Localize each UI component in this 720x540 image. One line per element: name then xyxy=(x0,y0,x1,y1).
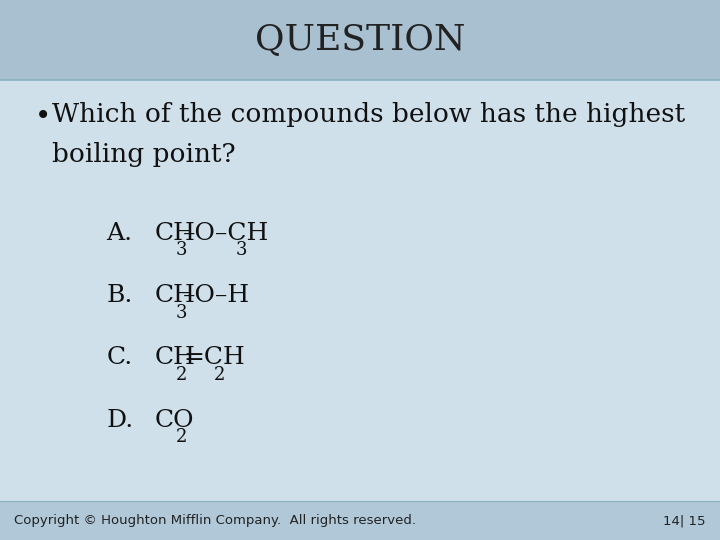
Text: 3: 3 xyxy=(176,303,187,321)
Text: •: • xyxy=(35,102,51,130)
Text: boiling point?: boiling point? xyxy=(52,142,235,167)
Text: –O–H: –O–H xyxy=(183,285,250,307)
Text: 2: 2 xyxy=(215,366,225,383)
Text: C.: C. xyxy=(107,347,132,369)
Text: CO: CO xyxy=(155,409,194,431)
Text: A.: A. xyxy=(107,222,132,245)
Text: 3: 3 xyxy=(235,241,247,259)
Text: 3: 3 xyxy=(176,241,187,259)
Text: CH: CH xyxy=(155,285,196,307)
Text: CH: CH xyxy=(155,222,196,245)
Text: QUESTION: QUESTION xyxy=(255,23,465,57)
Text: CH: CH xyxy=(155,347,196,369)
Text: Which of the compounds below has the highest: Which of the compounds below has the hig… xyxy=(52,102,685,126)
Text: 2: 2 xyxy=(176,428,187,445)
Text: B.: B. xyxy=(107,285,133,307)
Bar xyxy=(0,0,720,80)
Text: –O–CH: –O–CH xyxy=(183,222,269,245)
Text: =CH: =CH xyxy=(183,347,245,369)
Text: 2: 2 xyxy=(176,366,187,383)
Text: D.: D. xyxy=(107,409,134,431)
Text: Copyright © Houghton Mifflin Company.  All rights reserved.: Copyright © Houghton Mifflin Company. Al… xyxy=(14,514,416,527)
Bar xyxy=(0,501,720,540)
Text: 14| 15: 14| 15 xyxy=(663,514,706,527)
